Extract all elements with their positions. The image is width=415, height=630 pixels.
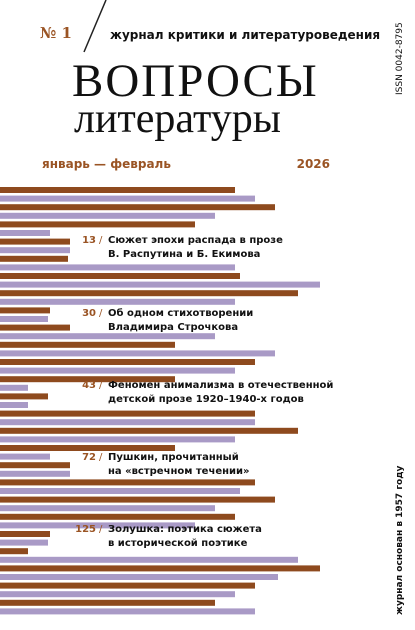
page-number: 72 [82, 452, 96, 463]
stripe [0, 445, 175, 451]
issn: ISSN 0042-8795 [395, 22, 405, 95]
stripe [0, 608, 255, 615]
entry-title: детской прозе 1920–1940-х годов [108, 394, 304, 405]
stripe [0, 333, 215, 340]
stripe [0, 479, 255, 486]
stripe [0, 376, 175, 383]
year: 2026 [297, 157, 330, 171]
founded: журнал основан в 1957 году [395, 466, 405, 615]
page-number: 30 [82, 308, 96, 319]
slash: / [99, 380, 103, 391]
entry-title: В. Распутина и Б. Екимова [108, 249, 260, 260]
stripe [0, 462, 70, 469]
page-number: 13 [82, 235, 96, 246]
stripe [0, 453, 50, 460]
stripe [0, 324, 70, 331]
stripe [0, 187, 235, 193]
stripe [0, 427, 298, 434]
stripe [0, 539, 48, 546]
entry-title: на «встречном течении» [108, 466, 250, 477]
stripe [0, 496, 275, 503]
stripe [0, 402, 28, 408]
months: январь — февраль [42, 157, 171, 171]
stripe [0, 264, 235, 271]
entry-title: в исторической поэтике [108, 538, 248, 549]
stripe [0, 513, 235, 520]
stripe [0, 548, 28, 555]
divider [83, 0, 107, 53]
stripe [0, 591, 235, 598]
stripe [0, 273, 240, 279]
stripe [0, 419, 255, 426]
stripe [0, 505, 215, 512]
stripe [0, 290, 298, 297]
stripe [0, 531, 50, 537]
stripe [0, 410, 255, 417]
stripe [0, 436, 235, 443]
entry-title: Золушка: поэтика сюжета [108, 524, 262, 535]
stripe [0, 247, 70, 254]
title-line1: ВОПРОСЫ [72, 55, 319, 107]
stripe [0, 599, 215, 606]
stripe [0, 255, 68, 262]
stripe [0, 238, 70, 245]
stripe [0, 341, 175, 348]
stripe [0, 359, 255, 365]
slash: / [99, 524, 103, 535]
stripe [0, 556, 298, 563]
stripe [0, 367, 235, 374]
stripe [0, 316, 48, 322]
stripe [0, 574, 278, 580]
tagline: журнал критики и литературоведения [110, 28, 380, 42]
stripe [0, 281, 320, 288]
title-line2: литературы [74, 96, 281, 142]
stripe [0, 307, 50, 314]
page-number: 43 [82, 380, 96, 391]
stripe [0, 565, 320, 572]
stripe [0, 212, 215, 219]
slash: / [99, 235, 103, 246]
stripe [0, 298, 235, 305]
entry-title: Феномен анимализма в отечественной [108, 380, 333, 391]
stripe [0, 522, 195, 529]
entry-title: Владимира Строчкова [108, 322, 238, 333]
slash: / [99, 308, 103, 319]
stripe [0, 488, 240, 494]
slash: / [99, 452, 103, 463]
stripe [0, 393, 48, 400]
stripe [0, 582, 255, 589]
stripe [0, 384, 28, 391]
entry-title: Пушкин, прочитанный [108, 452, 239, 463]
entry-title: Об одном стихотворении [108, 307, 253, 319]
stripes [0, 187, 320, 615]
stripe [0, 204, 275, 211]
stripe [0, 350, 275, 357]
issue-number: № 1 [40, 24, 72, 42]
page-number: 125 [75, 524, 96, 535]
stripe [0, 470, 70, 477]
stripe [0, 230, 50, 236]
stripe [0, 195, 255, 202]
stripe [0, 221, 195, 228]
entry-title: Сюжет эпохи распада в прозе [108, 235, 283, 246]
